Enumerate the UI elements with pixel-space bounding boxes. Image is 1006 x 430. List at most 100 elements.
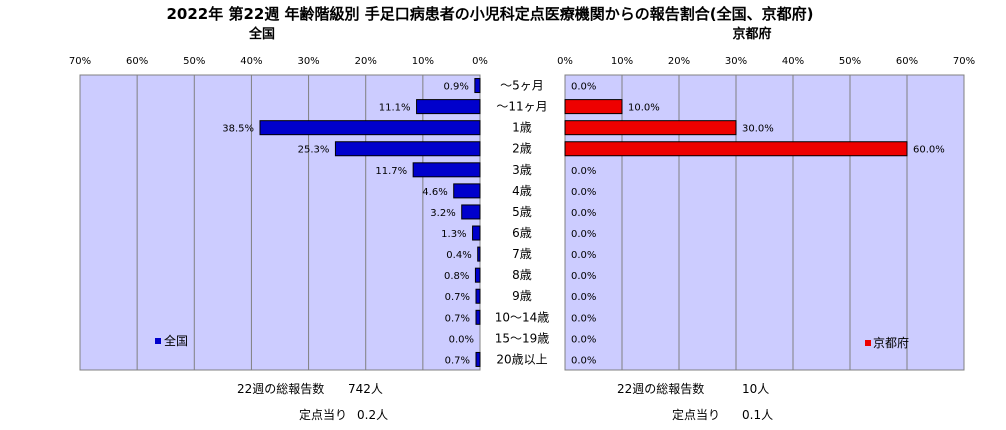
category-label: 20歳以上	[496, 352, 547, 366]
national-data-label: 4.6%	[422, 187, 447, 198]
kyoto-legend-swatch	[865, 340, 871, 346]
national-bar	[474, 267, 481, 283]
national-plot-area	[79, 74, 481, 371]
kyoto-subtitle: 京都府	[732, 26, 771, 42]
kyoto-bar	[564, 99, 623, 115]
national-footer: 22週の総報告数 742人 定点当り 0.2人	[237, 381, 388, 422]
national-bar	[477, 246, 481, 262]
national-data-label: 25.3%	[298, 145, 330, 156]
kyoto-footer: 22週の総報告数 10人 定点当り 0.1人	[617, 381, 773, 422]
national-data-label: 0.8%	[444, 271, 469, 282]
category-labels: 〜5ヶ月〜11ヶ月 1歳 2歳 3歳 4歳 5歳 6歳 7歳 8歳 9歳 10〜14歳 15〜19歳 2…	[495, 79, 550, 367]
kyoto-tick-labels: 0% 10% 20% 30% 40% 50% 60% 70%	[557, 56, 975, 67]
category-label: 4歳	[512, 184, 532, 198]
kyoto-data-label: 0.0%	[571, 82, 596, 93]
kyoto-tick-label: 10%	[611, 56, 633, 67]
national-tick-labels: 70% 60% 50% 40% 30% 20% 10% 0%	[69, 56, 488, 67]
kyoto-data-label: 0.0%	[571, 208, 596, 219]
national-bar	[453, 183, 481, 199]
kyoto-total-value: 10人	[742, 382, 769, 396]
kyoto-tick-label: 50%	[839, 56, 861, 67]
national-bar	[416, 99, 481, 115]
national-legend-swatch	[155, 338, 161, 344]
national-total-value: 742人	[348, 382, 383, 396]
national-data-label: 0.0%	[449, 334, 474, 345]
kyoto-data-label: 0.0%	[571, 187, 596, 198]
national-tick-label: 20%	[355, 56, 377, 67]
kyoto-tick-label: 0%	[557, 56, 573, 67]
national-tick-label: 40%	[240, 56, 262, 67]
category-label: 6歳	[512, 226, 532, 240]
kyoto-bars	[564, 99, 908, 157]
national-data-label: 0.7%	[445, 355, 470, 366]
kyoto-data-label: 0.0%	[571, 355, 596, 366]
kyoto-data-label: 30.0%	[742, 124, 774, 135]
national-bar	[475, 309, 481, 325]
national-bar	[474, 78, 481, 94]
national-tick-label: 0%	[472, 56, 488, 67]
national-data-label: 11.1%	[379, 103, 411, 114]
kyoto-data-label: 10.0%	[628, 103, 660, 114]
category-label: 〜5ヶ月	[500, 79, 544, 93]
kyoto-data-label: 0.0%	[571, 292, 596, 303]
kyoto-bar	[564, 120, 737, 136]
national-data-label: 0.9%	[443, 82, 468, 93]
category-label: 9歳	[512, 289, 532, 303]
national-bar	[259, 120, 481, 136]
national-bar	[412, 162, 481, 178]
category-label: 8歳	[512, 268, 532, 282]
national-data-label: 0.4%	[446, 250, 471, 261]
kyoto-per-label: 定点当り	[672, 407, 720, 422]
kyoto-data-labels: 0.0% 10.0% 30.0% 60.0% 0.0% 0.0% 0.0% 0.0% 0.0% 0…	[571, 82, 945, 367]
national-bar	[475, 351, 481, 367]
category-label: 1歳	[512, 121, 532, 135]
national-data-label: 0.7%	[445, 313, 470, 324]
national-data-label: 0.7%	[445, 292, 470, 303]
national-per-value: 0.2人	[357, 408, 388, 422]
kyoto-legend-label: 京都府	[873, 335, 909, 350]
kyoto-data-label: 60.0%	[913, 145, 945, 156]
national-per-label: 定点当り	[299, 407, 347, 422]
kyoto-data-label: 0.0%	[571, 271, 596, 282]
category-label: 7歳	[512, 247, 532, 261]
national-tick-label: 60%	[126, 56, 148, 67]
national-data-label: 1.3%	[441, 229, 466, 240]
kyoto-data-label: 0.0%	[571, 313, 596, 324]
national-legend-label: 全国	[164, 333, 188, 348]
national-bar	[475, 288, 481, 304]
kyoto-tick-label: 60%	[896, 56, 918, 67]
national-data-labels: 0.9% 11.1% 38.5% 25.3% 11.7% 4.6% 3.2% 1.3% 0.4%…	[222, 82, 474, 367]
national-data-label: 3.2%	[430, 208, 455, 219]
category-label: 5歳	[512, 205, 532, 219]
category-label: 2歳	[512, 142, 532, 156]
kyoto-tick-label: 40%	[782, 56, 804, 67]
kyoto-plot-area	[564, 74, 965, 371]
national-tick-label: 70%	[69, 56, 91, 67]
kyoto-data-label: 0.0%	[571, 229, 596, 240]
kyoto-data-label: 0.0%	[571, 250, 596, 261]
national-legend: 全国	[155, 333, 188, 348]
kyoto-bar	[564, 141, 908, 157]
national-bar	[334, 141, 481, 157]
national-total-label: 22週の総報告数	[237, 381, 324, 396]
national-tick-label: 30%	[297, 56, 319, 67]
national-subtitle: 全国	[248, 26, 275, 42]
kyoto-legend: 京都府	[865, 335, 909, 350]
kyoto-per-value: 0.1人	[742, 408, 773, 422]
category-label: 10〜14歳	[495, 310, 550, 324]
national-bars	[259, 78, 481, 367]
kyoto-tick-label: 20%	[668, 56, 690, 67]
category-label: 〜11ヶ月	[496, 100, 547, 114]
kyoto-tick-label: 30%	[725, 56, 747, 67]
chart-title: 2022年 第22週 年齢階級別 手足口病患者の小児科定点医療機関からの報告割合…	[166, 5, 813, 23]
national-tick-label: 10%	[412, 56, 434, 67]
kyoto-data-label: 0.0%	[571, 334, 596, 345]
kyoto-tick-label: 70%	[953, 56, 975, 67]
kyoto-total-label: 22週の総報告数	[617, 381, 704, 396]
national-data-label: 38.5%	[222, 124, 254, 135]
national-bar	[461, 204, 481, 220]
national-tick-label: 50%	[183, 56, 205, 67]
kyoto-data-label: 0.0%	[571, 166, 596, 177]
national-bar	[472, 225, 481, 241]
